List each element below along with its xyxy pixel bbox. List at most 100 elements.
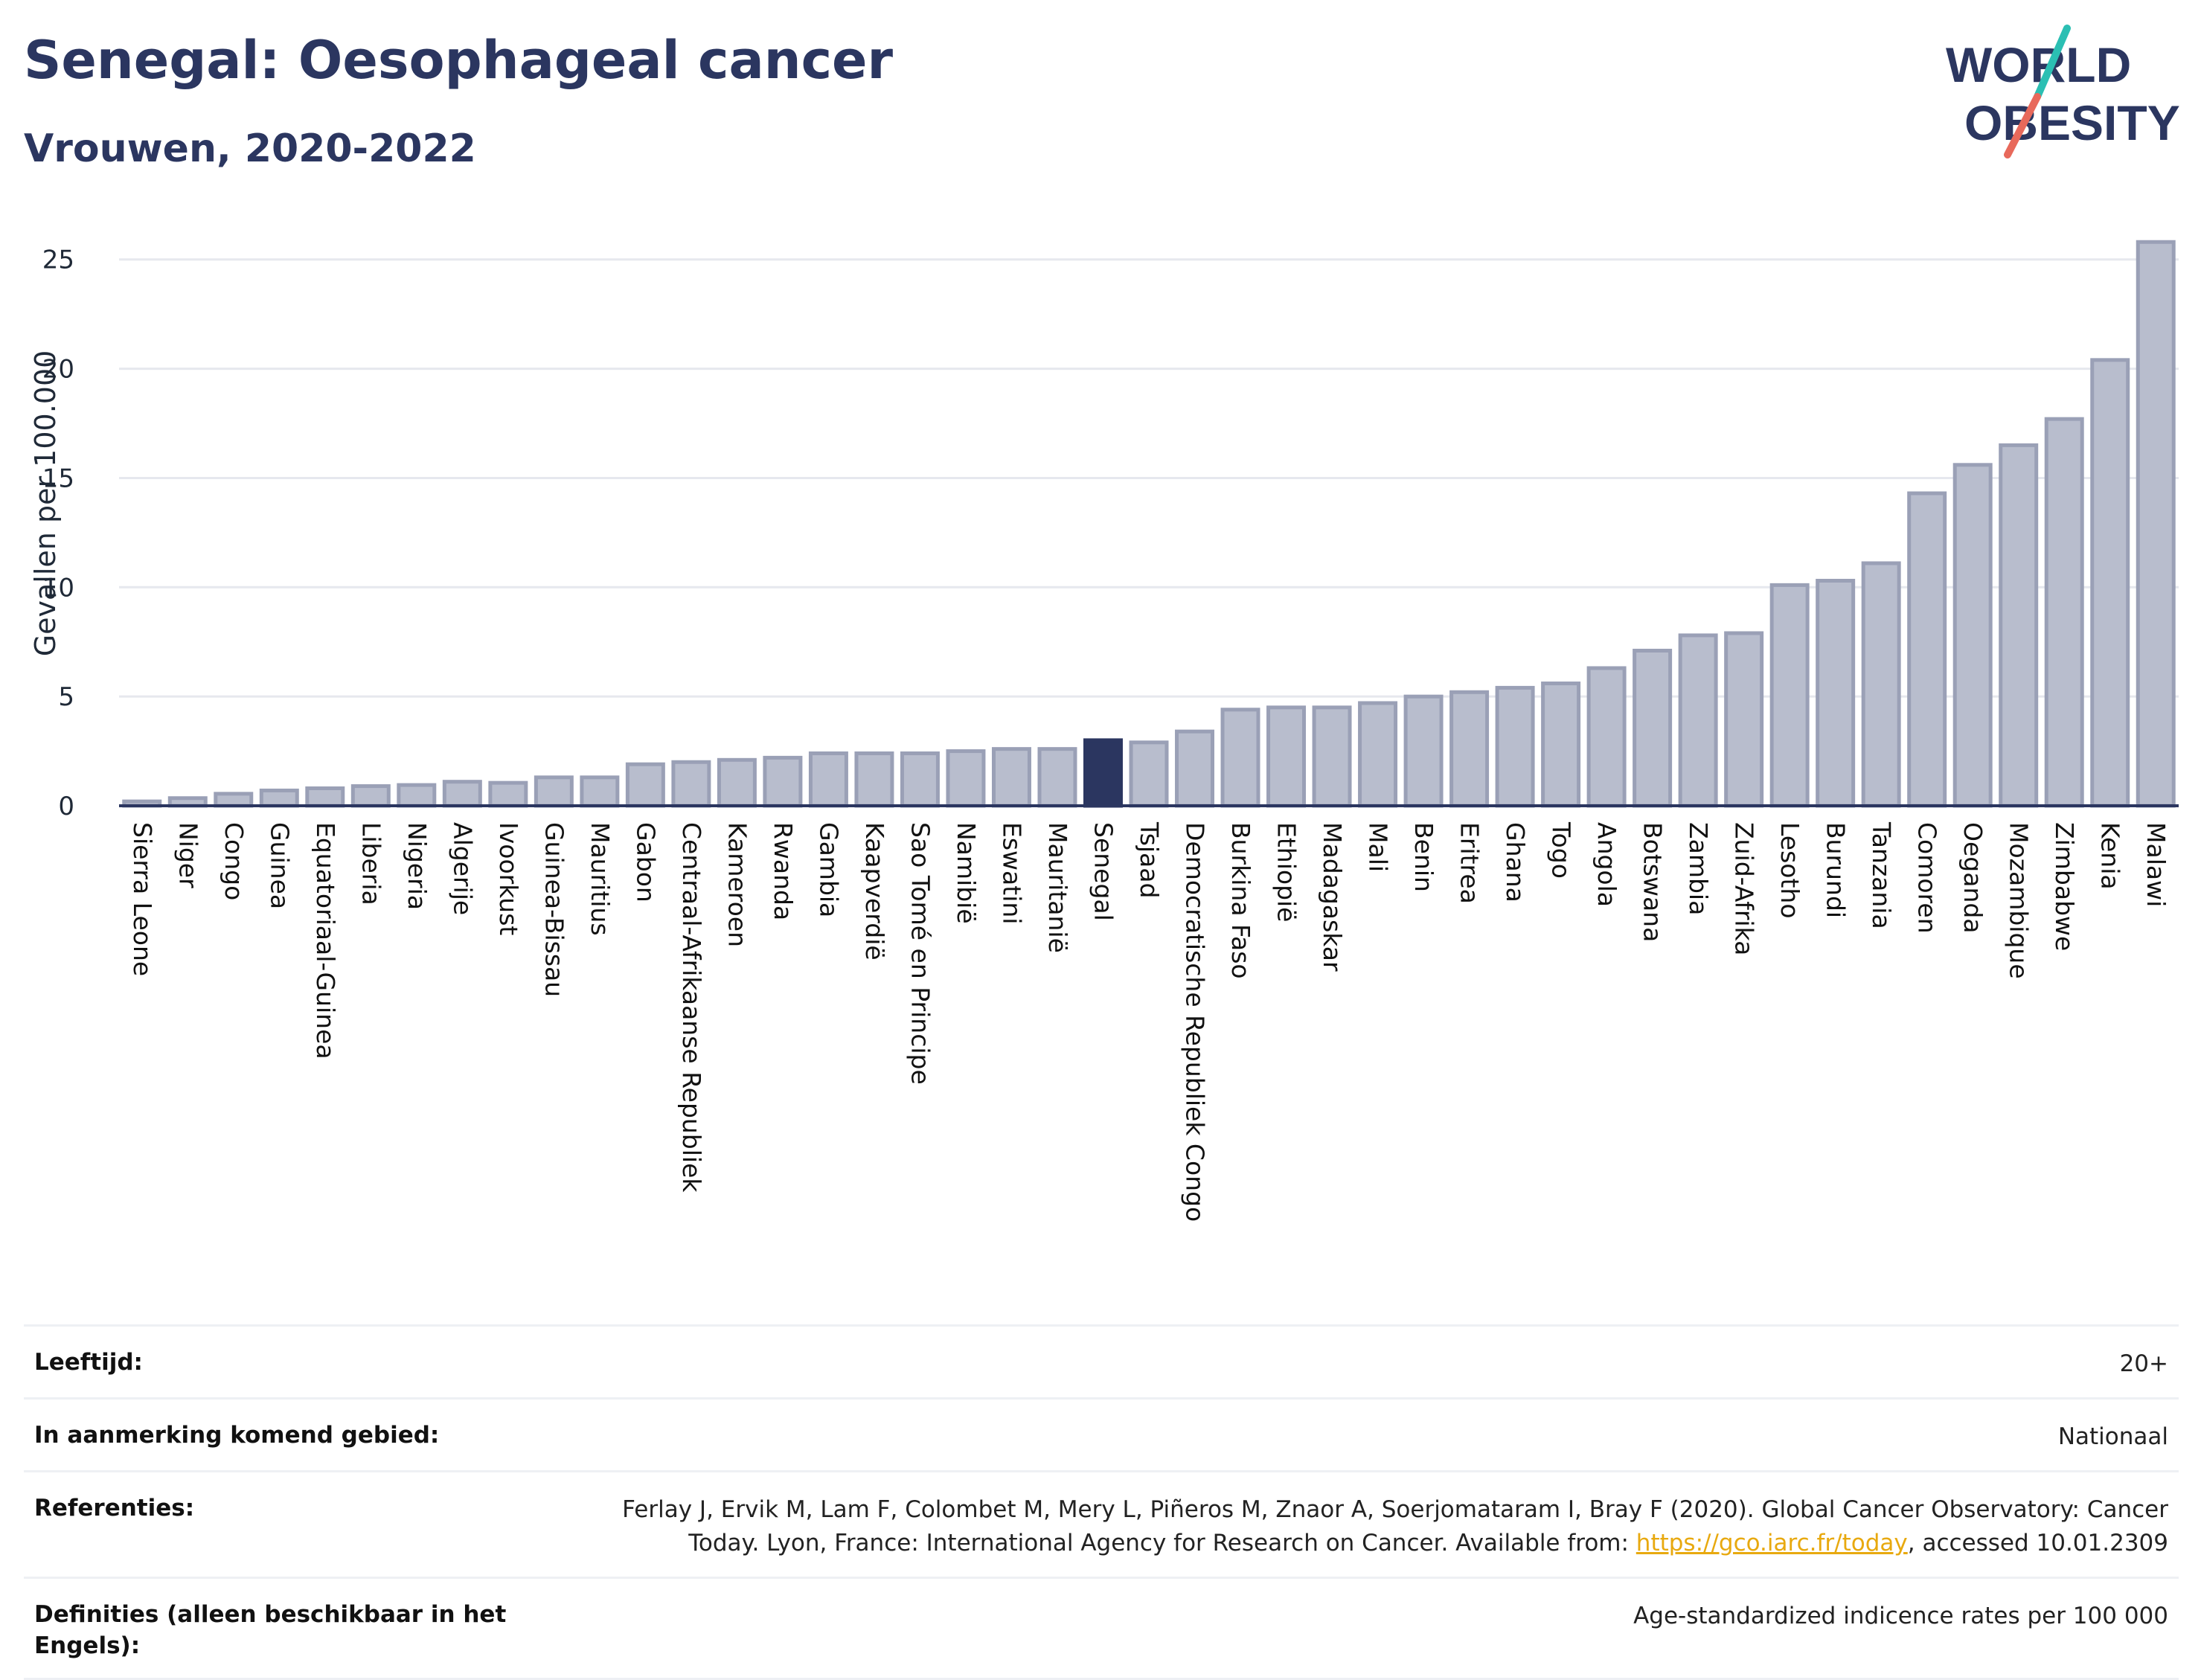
- x-tick-label: Burkina Faso: [1226, 822, 1255, 979]
- bar: [442, 780, 482, 808]
- bar: [350, 784, 391, 808]
- bar: [1907, 491, 1947, 808]
- bar: [397, 783, 437, 808]
- x-tick-label: Gambia: [814, 822, 843, 917]
- references-label: Referenties:: [34, 1494, 195, 1522]
- x-tick-label: Comoren: [1913, 822, 1942, 934]
- x-tick-label: Guinea-Bissau: [539, 822, 568, 997]
- x-tick-label: Tsjaad: [1135, 821, 1164, 898]
- definitions-label: Definities (alleen beschikbaar in het En…: [34, 1600, 507, 1659]
- x-tick-label: Eritrea: [1455, 822, 1484, 904]
- bar: [488, 780, 528, 808]
- logo-slash-teal: [2034, 25, 2071, 100]
- x-tick-label: Liberia: [356, 822, 385, 905]
- bar: [763, 755, 803, 808]
- y-tick-label: 15: [42, 464, 74, 493]
- x-tick-label: Rwanda: [769, 822, 798, 920]
- x-tick-label: Democratische Republiek Congo: [1181, 822, 1210, 1222]
- bar: [625, 762, 665, 808]
- chart-title: Senegal: Oesophageal cancer: [24, 30, 894, 91]
- world-obesity-logo: WORLD OBESITY: [1946, 25, 2180, 158]
- x-tick-label: Kaapverdië: [860, 822, 889, 961]
- references-value: Ferlay J, Ervik M, Lam F, Colombet M, Me…: [606, 1493, 2168, 1560]
- age-label: Leeftijd:: [34, 1349, 143, 1376]
- y-axis-title: Gevallen per 100.000: [29, 350, 62, 657]
- x-tick-label: Nigeria: [403, 822, 432, 910]
- bar: [305, 786, 345, 808]
- meta-row-area: In aanmerking komend gebied: Nationaal: [24, 1397, 2179, 1470]
- bar: [1266, 705, 1307, 808]
- bar: [854, 751, 894, 808]
- bar: [2044, 417, 2084, 808]
- bar: [1358, 701, 1398, 808]
- bar: [1129, 740, 1169, 808]
- bar: [1861, 561, 1901, 808]
- x-tick-label: Mozambique: [2005, 822, 2034, 979]
- bar: [1999, 443, 2039, 808]
- y-tick-label: 0: [58, 792, 74, 821]
- x-tick-label: Mali: [1364, 822, 1393, 872]
- bar: [946, 749, 986, 808]
- x-tick-label: Guinea: [265, 822, 294, 909]
- bar: [1175, 729, 1215, 808]
- x-tick-label: Kameroen: [723, 822, 752, 947]
- x-tick-label: Mauritanië: [1043, 822, 1072, 953]
- bar: [534, 775, 574, 808]
- chart-subtitle: Vrouwen, 2020-2022: [24, 126, 476, 171]
- x-tick-label: Kenia: [2096, 822, 2125, 890]
- x-tick-label: Zuid-Afrika: [1730, 822, 1759, 955]
- bar: [1678, 633, 1718, 808]
- x-tick-label: Malawi: [2141, 822, 2170, 907]
- bar: [1633, 648, 1673, 808]
- bar: [1769, 583, 1810, 808]
- bar: [1495, 685, 1535, 808]
- meta-row-references: Referenties: Ferlay J, Ervik M, Lam F, C…: [24, 1469, 2179, 1577]
- x-tick-label: Ethiopië: [1272, 822, 1301, 922]
- x-tick-label: Congo: [220, 822, 249, 900]
- bar: [900, 751, 940, 808]
- y-tick-label: 20: [42, 355, 74, 385]
- x-tick-label: Algerije: [448, 822, 477, 915]
- definitions-value: Age-standardized indicence rates per 100…: [1633, 1602, 2168, 1629]
- references-link[interactable]: https://gco.iarc.fr/today: [1635, 1529, 1908, 1556]
- x-tick-label: Zimbabwe: [2050, 822, 2079, 951]
- x-tick-label: Oeganda: [1958, 822, 1987, 934]
- x-tick-label: Eswatini: [997, 822, 1026, 924]
- x-tick-label: Botswana: [1638, 822, 1667, 942]
- x-tick-label: Madagaskar: [1318, 822, 1347, 972]
- y-tick-label: 5: [58, 682, 74, 712]
- bar: [671, 760, 711, 808]
- logo-slash-red: [2004, 93, 2041, 158]
- meta-row-age: Leeftijd: 20+: [24, 1324, 2179, 1397]
- bar: [808, 751, 848, 808]
- x-tick-label: Tanzania: [1867, 821, 1896, 929]
- x-tick-label: Niger: [173, 822, 202, 888]
- area-value: Nationaal: [2057, 1423, 2168, 1450]
- bar-chart: 0 5 10 15 20 25 Gevallen per 100.000 Sierra Leo…: [29, 240, 2179, 1222]
- bar: [580, 775, 620, 808]
- bar: [214, 792, 254, 808]
- age-value: 20+: [2119, 1350, 2168, 1377]
- logo-word-1: WORLD: [1946, 37, 2131, 92]
- x-tick-label: Angola: [1592, 822, 1621, 907]
- y-tick-label: 10: [42, 573, 74, 603]
- bar: [717, 757, 757, 808]
- bar: [991, 747, 1031, 808]
- bar: [259, 788, 299, 808]
- bar: [1220, 708, 1260, 808]
- bar: [1449, 690, 1490, 808]
- bar: [1541, 682, 1581, 808]
- x-tick-label: Gabon: [631, 822, 660, 902]
- bar: [1037, 747, 1077, 808]
- x-tick-label: Burundi: [1822, 822, 1851, 918]
- x-tick-label: Centraal-Afrikaanse Republiek: [677, 822, 706, 1193]
- bar: [1952, 463, 1993, 808]
- x-tick-label: Equatoriaal-Guinea: [311, 822, 340, 1059]
- x-tick-label: Mauritius: [586, 822, 615, 936]
- bar: [2090, 358, 2130, 808]
- meta-row-definitions: Definities (alleen beschikbaar in het En…: [24, 1576, 2179, 1680]
- x-tick-label: Benin: [1409, 822, 1438, 892]
- references-accessed: , accessed 10.01.2309: [1907, 1529, 2168, 1556]
- logo-word-2: OBESITY: [1964, 95, 2180, 150]
- x-tick-label: Ghana: [1501, 822, 1530, 902]
